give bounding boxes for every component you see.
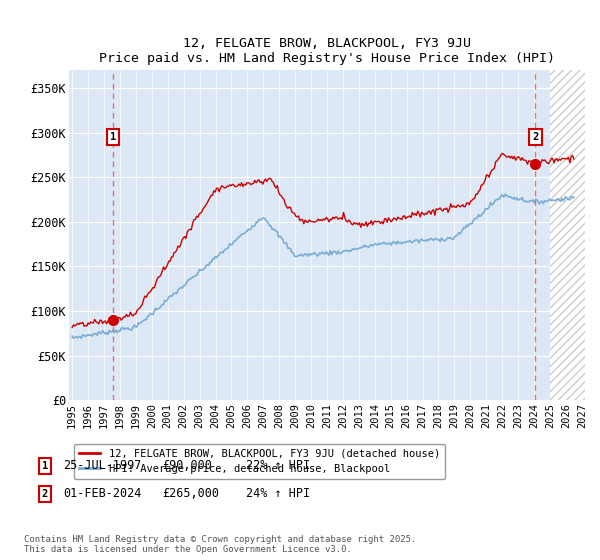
Text: 01-FEB-2024: 01-FEB-2024 bbox=[63, 487, 142, 501]
Text: £90,000: £90,000 bbox=[162, 459, 212, 473]
Text: 2: 2 bbox=[42, 489, 48, 499]
Title: 12, FELGATE BROW, BLACKPOOL, FY3 9JU
Price paid vs. HM Land Registry's House Pri: 12, FELGATE BROW, BLACKPOOL, FY3 9JU Pri… bbox=[99, 36, 555, 64]
Text: 1: 1 bbox=[42, 461, 48, 471]
Text: £265,000: £265,000 bbox=[162, 487, 219, 501]
Text: 24% ↑ HPI: 24% ↑ HPI bbox=[246, 487, 310, 501]
Text: 1: 1 bbox=[110, 132, 116, 142]
Text: Contains HM Land Registry data © Crown copyright and database right 2025.
This d: Contains HM Land Registry data © Crown c… bbox=[24, 535, 416, 554]
Text: 25-JUL-1997: 25-JUL-1997 bbox=[63, 459, 142, 473]
Text: 22% ↑ HPI: 22% ↑ HPI bbox=[246, 459, 310, 473]
Text: 2: 2 bbox=[532, 132, 538, 142]
Legend: 12, FELGATE BROW, BLACKPOOL, FY3 9JU (detached house), HPI: Average price, detac: 12, FELGATE BROW, BLACKPOOL, FY3 9JU (de… bbox=[74, 444, 445, 479]
Bar bbox=[550, 70, 585, 400]
